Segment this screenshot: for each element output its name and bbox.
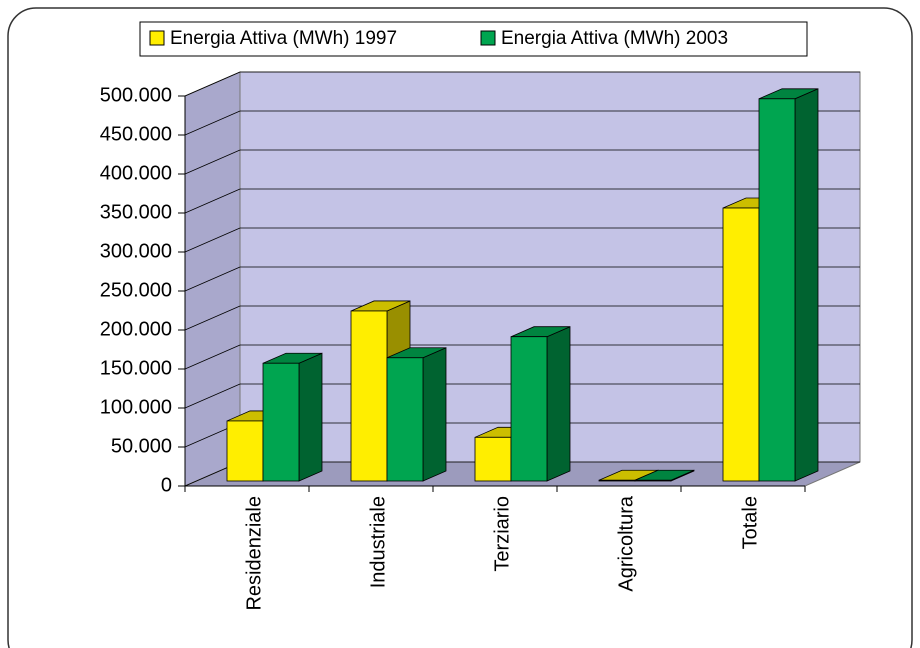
x-tick-label: Terziario (491, 496, 513, 572)
bar-front (758, 98, 796, 482)
grid-line (184, 110, 241, 136)
legend-label: Energia Attiva (MWh) 1997 (170, 28, 397, 49)
bar (634, 469, 695, 482)
bar-front (262, 362, 300, 482)
legend: Energia Attiva (MWh) 1997 Energia Attiva … (139, 21, 808, 57)
y-tick-label: 100.000 (100, 396, 172, 418)
bar-front (350, 310, 388, 482)
bar-front (634, 479, 672, 482)
bar-front (386, 357, 424, 482)
grid-line (184, 266, 241, 292)
x-tick-label: Totale (739, 496, 761, 549)
bar-front (598, 479, 636, 482)
y-tick-label: 350.000 (100, 201, 172, 223)
y-tick-label: 0 (161, 474, 172, 496)
x-tick-label: Agricoltura (615, 495, 637, 591)
bar (262, 352, 323, 482)
y-tick-label: 300.000 (100, 240, 172, 262)
legend-label: Energia Attiva (MWh) 2003 (501, 28, 728, 49)
bar-side (422, 347, 447, 482)
x-tick-label: Residenziale (243, 496, 265, 611)
y-tick-label: 50.000 (111, 435, 172, 457)
y-tick-label: 400.000 (100, 162, 172, 184)
bar-side (546, 326, 571, 482)
bar-side (794, 88, 819, 482)
grid-line (184, 71, 241, 97)
legend-box (139, 21, 808, 57)
grid-line (184, 383, 241, 409)
legend-swatch (149, 30, 165, 46)
y-tick-label: 200.000 (100, 318, 172, 340)
bar-front (474, 436, 512, 482)
bar-side (298, 352, 323, 482)
bar-front (226, 420, 264, 482)
x-tick-label: Industriale (367, 496, 389, 588)
grid-line (184, 305, 241, 331)
grid-line (184, 227, 241, 253)
grid-line (184, 344, 241, 370)
y-tick-label: 250.000 (100, 279, 172, 301)
y-tick-label: 450.000 (100, 123, 172, 145)
grid-line (184, 188, 241, 214)
y-tick-label: 150.000 (100, 357, 172, 379)
legend-swatch (480, 30, 496, 46)
bar-front (722, 207, 760, 482)
bar (386, 347, 447, 482)
y-tick-label: 500.000 (100, 84, 172, 106)
bar-front (510, 336, 548, 482)
bar (758, 88, 819, 482)
bar (510, 326, 571, 482)
grid-line (184, 149, 241, 175)
